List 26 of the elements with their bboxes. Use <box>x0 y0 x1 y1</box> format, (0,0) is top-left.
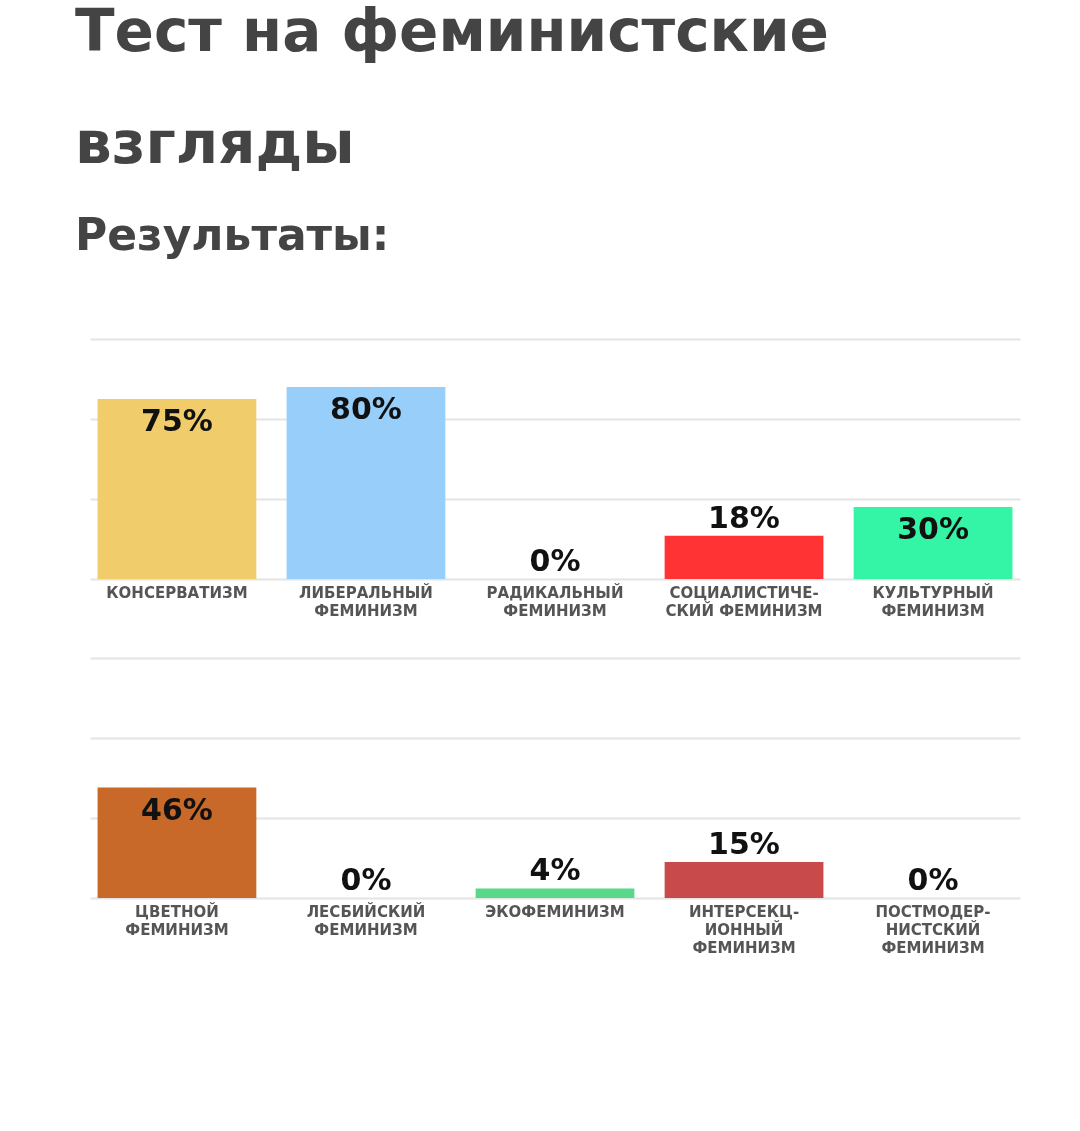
x-tick-label: ЛЕСБИЙСКИЙ ФЕМИНИЗМ <box>306 901 426 939</box>
data-label: 0% <box>340 862 392 897</box>
x-tick-label: КОНСЕРВАТИЗМ <box>106 583 248 602</box>
chart-subtitle: Результаты: <box>75 209 390 260</box>
data-label: 75% <box>141 403 213 438</box>
bar <box>664 535 824 579</box>
bar <box>286 387 446 579</box>
data-label: 18% <box>708 499 780 535</box>
data-label: 30% <box>897 511 969 546</box>
data-label: 46% <box>141 791 213 827</box>
x-tick-label: ЭКОФЕМИНИЗМ <box>485 902 625 921</box>
chart-title: Тест на феминистские взгляды <box>75 0 829 177</box>
x-tick-label: ИНТЕРСЕКЦ- ИОННЫЙ ФЕМИНИЗМ <box>688 902 800 957</box>
x-tick-label: ЛИБЕРАЛЬНЫЙ ФЕМИНИЗМ <box>299 582 433 620</box>
data-label: 80% <box>330 391 402 426</box>
bar <box>853 507 1013 579</box>
x-tick-label: СОЦИАЛИСТИЧЕ- СКИЙ ФЕМИНИЗМ <box>665 583 823 620</box>
data-label: 4% <box>529 852 581 888</box>
x-tick-label: ПОСТМОДЕР- НИСТСКИЙ ФЕМИНИЗМ <box>875 902 991 957</box>
data-label: 0% <box>529 543 581 578</box>
x-tick-label: ЦВЕТНОЙ ФЕМИНИЗМ <box>125 901 229 939</box>
bar <box>97 399 257 579</box>
data-label: 15% <box>708 826 780 861</box>
x-tick-label: КУЛЬТУРНЫЙ ФЕМИНИЗМ <box>872 582 994 620</box>
data-label: 0% <box>907 862 959 897</box>
x-tick-label: РАДИКАЛЬНЫЙ ФЕМИНИЗМ <box>486 582 624 620</box>
